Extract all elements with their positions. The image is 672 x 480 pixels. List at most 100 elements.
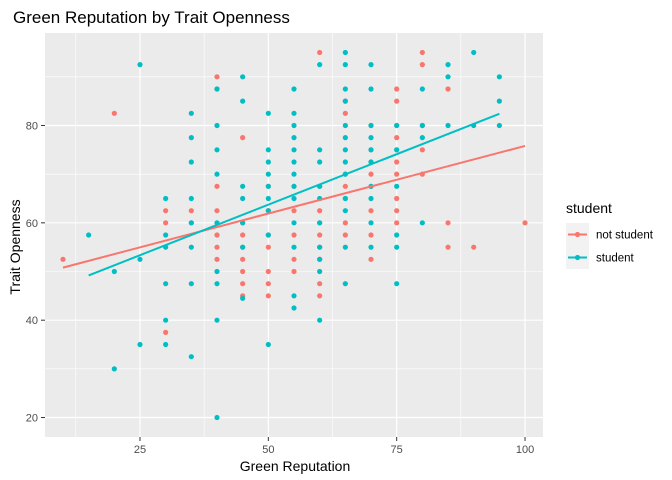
point-student [342,195,348,202]
point-student [291,147,297,153]
point-not-student [394,135,400,141]
point-student [265,232,271,238]
point-not-student [471,244,477,250]
point-student [188,159,194,165]
point-not-student [265,244,271,250]
point-student [445,122,451,129]
point-student [188,135,194,141]
trend-lines [62,112,526,277]
point-not-student [394,195,400,202]
point-student [342,98,348,104]
point-student [317,244,323,250]
point-student [111,366,117,372]
trend-line-not-student [62,144,526,269]
point-student [291,195,297,202]
data-points [60,49,528,421]
point-not-student [60,256,66,262]
point-not-student [240,135,246,141]
point-student [368,147,374,153]
x-axis-title: Green Reputation [240,458,351,474]
point-student [342,281,348,287]
point-student [394,244,400,250]
point-student [86,232,92,238]
point-not-student [419,147,425,153]
y-axis-ticks: 20 40 60 80 [26,120,45,425]
point-student [163,281,169,287]
point-student [265,110,271,116]
point-student [240,195,246,202]
point-not-student [214,74,220,80]
point-not-student [342,110,348,116]
point-student [137,256,143,262]
legend-items: not student student [566,223,654,269]
point-student [188,354,194,360]
chart-title: Green Reputation by Trait Openness [13,8,290,27]
point-student [291,122,297,129]
point-student [368,62,374,68]
point-student [368,195,374,202]
point-student [394,232,400,238]
point-student [137,341,143,348]
point-not-student [394,220,400,226]
point-student [214,317,220,323]
point-student [214,268,220,275]
point-student [188,195,194,202]
point-not-student [445,244,451,250]
point-student [188,281,194,287]
point-student [240,74,246,80]
point-student [291,171,297,177]
point-student [163,341,169,348]
point-student [368,86,374,92]
point-student [291,220,297,226]
point-student [471,49,477,56]
point-student [214,281,220,287]
point-not-student [188,208,194,214]
point-student [496,122,502,129]
point-student [240,244,246,250]
point-not-student [317,281,323,287]
point-not-student [368,232,374,238]
point-student [214,86,220,92]
point-not-student [291,256,297,262]
point-student [419,220,425,226]
point-not-student [342,220,348,226]
point-student [342,244,348,250]
point-student [342,159,348,165]
point-student [291,110,297,116]
point-student [163,317,169,323]
legend: student not student student [566,200,654,269]
point-student [188,244,194,250]
point-not-student [317,49,323,56]
point-student [265,195,271,202]
point-not-student [214,183,220,189]
point-student [342,62,348,68]
point-student [342,208,348,214]
point-not-student [419,62,425,68]
point-not-student [111,110,117,116]
legend-title: student [566,200,612,216]
point-not-student [445,220,451,226]
point-student [188,220,194,226]
point-student [445,74,451,80]
point-student [291,305,297,311]
point-student [342,49,348,56]
point-student [368,244,374,250]
point-not-student [214,244,220,250]
point-student [342,122,348,129]
legend-point-not-student [574,231,581,238]
point-student [214,147,220,153]
point-student [368,220,374,226]
point-not-student [291,268,297,275]
point-not-student [163,329,169,335]
point-not-student [265,293,271,299]
y-axis-title: Trait Openness [7,199,23,294]
y-tick-label: 40 [26,315,38,327]
point-not-student [317,232,323,238]
point-student [496,74,502,80]
point-student [368,135,374,141]
legend-point-student [574,254,581,261]
y-tick-label: 60 [26,218,38,230]
point-student [291,183,297,189]
point-student [317,220,323,226]
